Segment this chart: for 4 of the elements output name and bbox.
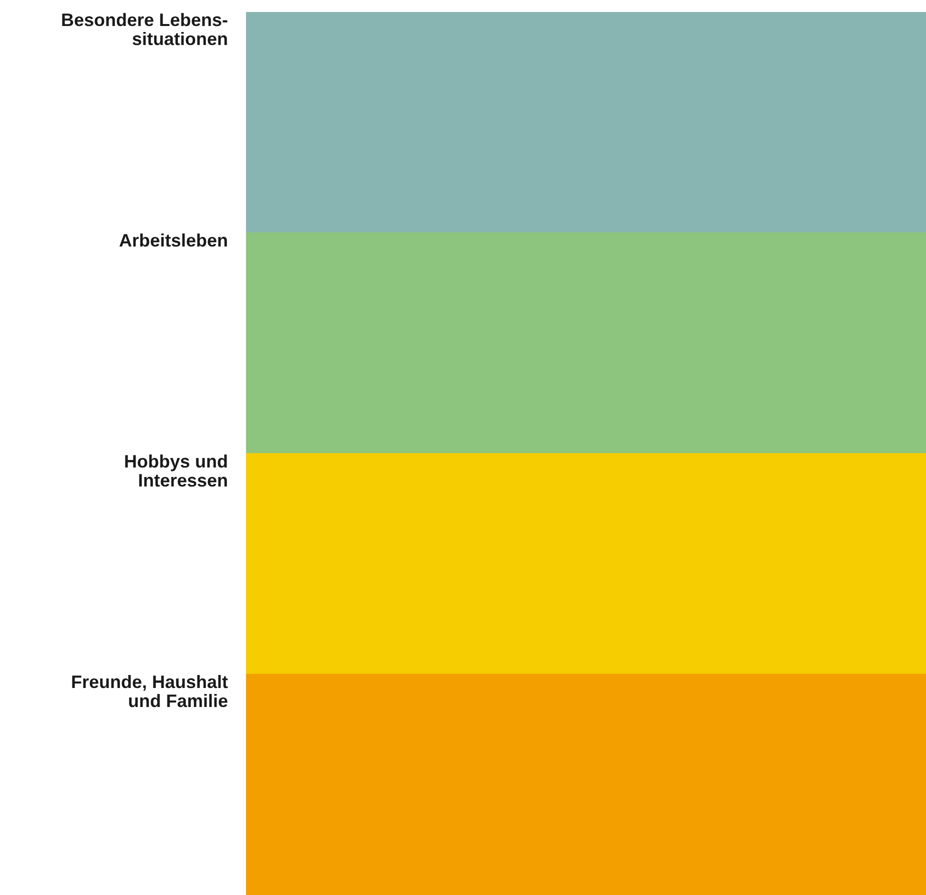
y-tick-label: Hobbys und Interessen <box>124 451 228 490</box>
y-tick-label: Besondere Lebens- situationen <box>60 10 228 49</box>
y-tick-label: Freunde, Haushalt und Familie <box>70 672 228 712</box>
y-tick-label: Arbeitsleben <box>118 230 228 251</box>
